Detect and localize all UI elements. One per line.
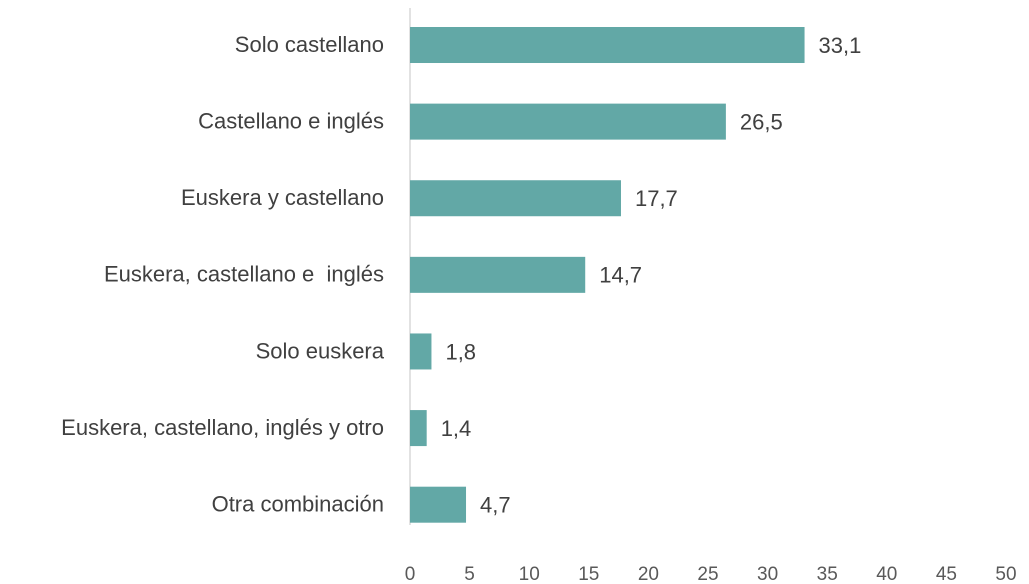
y-tick-label: Solo castellano bbox=[235, 32, 384, 57]
y-tick-label: Euskera, castellano e inglés bbox=[104, 262, 384, 287]
data-label: 1,8 bbox=[445, 339, 476, 364]
y-tick-label: Solo euskera bbox=[256, 338, 385, 363]
bar bbox=[410, 103, 726, 140]
y-tick-label: Euskera y castellano bbox=[181, 185, 384, 210]
x-tick-label: 5 bbox=[464, 564, 475, 584]
y-tick-label: Otra combinación bbox=[212, 492, 384, 517]
x-tick-label: 30 bbox=[757, 564, 778, 584]
x-tick-label: 40 bbox=[876, 564, 897, 584]
x-tick-label: 50 bbox=[995, 564, 1016, 584]
data-label: 4,7 bbox=[480, 493, 511, 518]
data-label: 1,4 bbox=[441, 416, 472, 441]
x-tick-label: 10 bbox=[519, 564, 540, 584]
data-label: 17,7 bbox=[635, 186, 678, 211]
bar bbox=[410, 256, 586, 293]
data-label: 26,5 bbox=[740, 109, 783, 134]
data-label: 33,1 bbox=[819, 33, 862, 58]
x-tick-label: 35 bbox=[817, 564, 838, 584]
x-tick-label: 20 bbox=[638, 564, 659, 584]
bar bbox=[410, 410, 427, 447]
x-tick-label: 45 bbox=[936, 564, 957, 584]
bar bbox=[410, 486, 467, 523]
x-tick-label: 25 bbox=[697, 564, 718, 584]
bar bbox=[410, 333, 432, 370]
y-tick-label: Euskera, castellano, inglés y otro bbox=[61, 415, 384, 440]
bar bbox=[410, 180, 621, 217]
data-label: 14,7 bbox=[599, 263, 642, 288]
x-tick-label: 15 bbox=[578, 564, 599, 584]
x-tick-label: 0 bbox=[405, 564, 416, 584]
y-tick-label: Castellano e inglés bbox=[198, 108, 384, 133]
bar bbox=[410, 27, 805, 64]
